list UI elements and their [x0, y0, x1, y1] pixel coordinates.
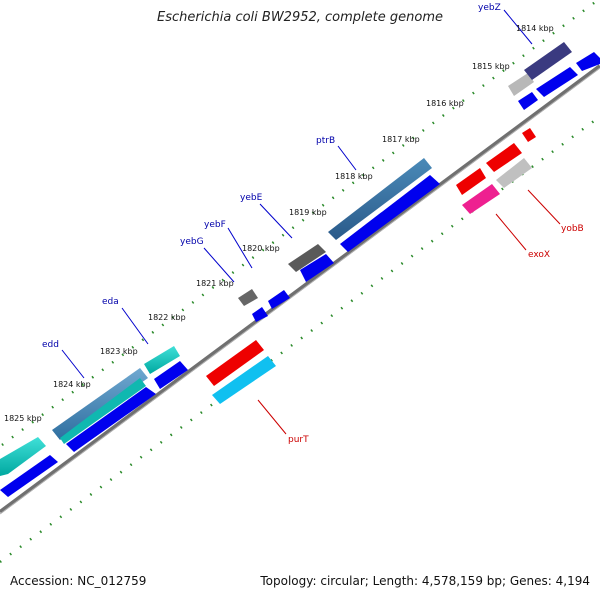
gene-label-exoX[interactable]: exoX: [528, 250, 550, 260]
kbp-label: 1821 kbp: [196, 279, 234, 288]
cds-arrow[interactable]: [252, 307, 268, 322]
gene-label-yobB[interactable]: yobB: [561, 224, 584, 234]
gene-block-yebE[interactable]: [288, 244, 326, 272]
cds-arrow[interactable]: [300, 254, 334, 282]
cds-forward-track: [0, 52, 600, 497]
gene-block-purT[interactable]: [212, 356, 276, 404]
gene-block-grey-rev[interactable]: [496, 158, 532, 188]
kbp-label: 1814 kbp: [516, 24, 554, 33]
gene-block-exoX-red[interactable]: [456, 168, 486, 195]
gene-block-purT-red[interactable]: [206, 340, 264, 386]
kbp-label: 1822 kbp: [148, 313, 186, 322]
gene-block-edd[interactable]: [52, 368, 148, 440]
cds-arrow[interactable]: [340, 175, 440, 252]
gene-label-yebE[interactable]: yebE: [240, 193, 263, 203]
gene-label-yebZ[interactable]: yebZ: [478, 3, 501, 13]
kbp-labels: 1814 kbp 1815 kbp 1816 kbp 1817 kbp 1818…: [4, 24, 554, 423]
kbp-label: 1815 kbp: [472, 62, 510, 71]
kbp-label: 1816 kbp: [426, 99, 464, 108]
cds-arrow[interactable]: [268, 290, 290, 309]
gene-block-exoX[interactable]: [462, 184, 500, 214]
label-leaders: [61, 9, 561, 435]
kbp-label: 1820 kbp: [242, 244, 280, 253]
forward-genes-track: [0, 42, 572, 476]
gene-labels: yebZ ptrB yebE yebF yebG eda edd yobB ex…: [42, 3, 584, 445]
accession-label: Accession: NC_012759: [10, 574, 147, 588]
gene-label-edd[interactable]: edd: [42, 340, 59, 350]
gene-label-yebF[interactable]: yebF: [204, 220, 226, 230]
genome-summary-label: Topology: circular; Length: 4,578,159 bp…: [260, 574, 590, 588]
cds-arrow[interactable]: [0, 455, 58, 497]
kbp-label: 1824 kbp: [53, 380, 91, 389]
gene-block-ptrB[interactable]: [328, 158, 432, 240]
genome-backbone: [0, 64, 600, 514]
cds-arrow[interactable]: [536, 67, 578, 97]
cds-arrow[interactable]: [66, 387, 156, 452]
gene-block-teal[interactable]: [0, 437, 46, 476]
gene-block-small-red[interactable]: [522, 128, 536, 142]
gene-label-ptrB[interactable]: ptrB: [316, 136, 335, 146]
kbp-label: 1819 kbp: [289, 208, 327, 217]
genome-backbone-shade: [0, 67, 600, 515]
gene-block-red[interactable]: [486, 143, 522, 172]
kbp-label: 1818 kbp: [335, 172, 373, 181]
gene-label-yebG[interactable]: yebG: [180, 237, 204, 247]
gene-block-eda[interactable]: [144, 346, 180, 374]
gene-label-eda[interactable]: eda: [102, 297, 119, 307]
kbp-label: 1825 kbp: [4, 414, 42, 423]
cds-arrow[interactable]: [518, 92, 538, 110]
cds-arrow[interactable]: [154, 361, 188, 389]
gene-block-yebG[interactable]: [238, 289, 258, 306]
cds-arrow[interactable]: [576, 52, 600, 71]
gene-block-edd-inner[interactable]: [60, 378, 146, 444]
reverse-genes-track: [206, 128, 536, 404]
gene-block-yebZ[interactable]: [524, 42, 572, 80]
kbp-label: 1817 kbp: [382, 135, 420, 144]
kbp-label: 1823 kbp: [100, 347, 138, 356]
page-title: Escherichia coli BW2952, complete genome: [157, 10, 443, 25]
gene-label-purT[interactable]: purT: [288, 435, 309, 445]
gene-block-grey[interactable]: [508, 73, 534, 96]
